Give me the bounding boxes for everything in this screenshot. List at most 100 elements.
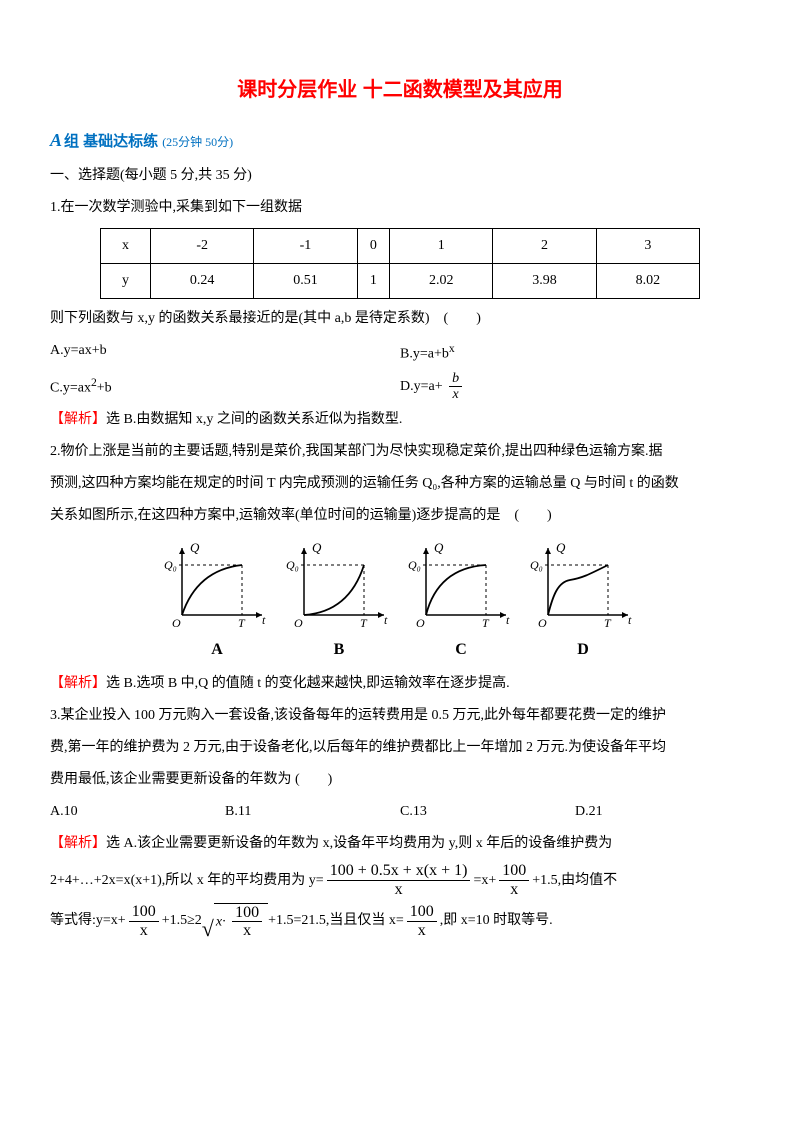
group-header: A 组 基础达标练 (25分钟 50分) [50,122,750,158]
q3-optC: C.13 [400,798,575,826]
cell: 2.02 [390,264,493,299]
section-heading: 一、选择题(每小题 5 分,共 35 分) [50,162,750,190]
svg-text:O: O [538,616,547,630]
q1-stem: 1.在一次数学测验中,采集到如下一组数据 [50,194,750,222]
cell: 0 [357,229,389,264]
text: +1.5=21.5,当且仅当 x= [268,907,404,935]
svg-text:T: T [604,616,612,630]
q3-stem-3: 费用最低,该企业需要更新设备的年数为 ( ) [50,766,750,794]
text: ,即 x=10 时取等号. [440,907,553,935]
text: x· [216,914,226,929]
svg-text:O: O [172,616,181,630]
cell: -1 [254,229,357,264]
svg-text:T: T [360,616,368,630]
frac-den: x [450,387,462,402]
chart-C: Q Q₀ O T t C [406,540,516,666]
frac3: 100 x [129,903,159,939]
frac-num: 100 + 0.5x + x(x + 1) [327,862,471,880]
svg-text:O: O [294,616,303,630]
q3-optD: D.21 [575,798,750,826]
cell: 3.98 [493,264,596,299]
svg-text:t: t [262,613,266,627]
frac-den: x [392,881,406,899]
svg-text:Q₀: Q₀ [530,558,543,572]
cell: y [101,264,151,299]
cell: x [101,229,151,264]
text: +1.5,由均值不 [532,867,617,895]
q3-line-b: 等式得:y=x+ 100 x +1.5≥2 √ x· 100 x +1.5=21… [50,903,750,940]
q2-stem-2: 预测,这四种方案均能在规定的时间 T 内完成预测的运输任务 Q₀,各种方案的运输… [50,470,750,498]
cell: -2 [151,229,254,264]
analysis-label: 【解析】 [50,412,106,427]
q1-table: x -2 -1 0 1 2 3 y 0.24 0.51 1 2.02 3.98 … [100,228,700,299]
frac-den: x [415,922,429,940]
q3-line-a: 2+4+…+2x=x(x+1),所以 x 年的平均费用为 y= 100 + 0.… [50,862,750,898]
sqrt: √ x· 100 x [202,903,268,940]
frac2: 100 x [499,862,529,898]
svg-text:Q: Q [556,540,566,555]
q3-analysis-1: 【解析】选 A.该企业需要更新设备的年数为 x,设备年平均费用为 y,则 x 年… [50,830,750,858]
group-letter: A [50,122,62,158]
analysis-text: 选 B.选项 B 中,Q 的值随 t 的变化越来越快,即运输效率在逐步提高. [106,676,510,691]
svg-text:t: t [384,613,388,627]
chart-label: C [455,634,467,666]
q2-stem-1: 2.物价上涨是当前的主要话题,特别是菜价,我国某部门为尽快实现稳定菜价,提出四种… [50,438,750,466]
q1-analysis: 【解析】选 B.由数据知 x,y 之间的函数关系近似为指数型. [50,406,750,434]
optC-suffix: +b [97,380,112,395]
q3-optB: B.11 [225,798,400,826]
chart-label: D [577,634,589,666]
analysis-text: 选 B.由数据知 x,y 之间的函数关系近似为指数型. [106,412,402,427]
group-label: 组 基础达标练 [64,127,158,157]
q3-stem-1: 3.某企业投入 100 万元购入一套设备,该设备每年的运转费用是 0.5 万元,… [50,702,750,730]
svg-text:T: T [482,616,490,630]
cell: 1 [390,229,493,264]
svg-text:Q₀: Q₀ [408,558,421,572]
frac-num: 100 [129,903,159,921]
q2-analysis: 【解析】选 B.选项 B 中,Q 的值随 t 的变化越来越快,即运输效率在逐步提… [50,670,750,698]
surd-icon: √ [202,918,214,940]
q3-optA: A.10 [50,798,225,826]
analysis-label: 【解析】 [50,676,106,691]
frac-den: x [240,922,254,940]
q1-options-row1: A.y=ax+b B.y=a+bx [50,337,750,369]
table-row: y 0.24 0.51 1 2.02 3.98 8.02 [101,264,700,299]
svg-text:Q₀: Q₀ [164,558,177,572]
frac1: 100 + 0.5x + x(x + 1) x [327,862,471,898]
page-title: 课时分层作业 十二函数模型及其应用 [50,70,750,110]
svg-text:Q: Q [434,540,444,555]
frac4: 100 x [232,904,262,940]
svg-text:Q₀: Q₀ [286,558,299,572]
analysis-text: 选 A.该企业需要更新设备的年数为 x,设备年平均费用为 y,则 x 年后的设备… [106,836,612,851]
cell: 8.02 [596,264,699,299]
analysis-label: 【解析】 [50,836,106,851]
q2-stem-3: 关系如图所示,在这四种方案中,运输效率(单位时间的运输量)逐步提高的是 ( ) [50,502,750,530]
cell: 1 [357,264,389,299]
svg-text:Q: Q [190,540,200,555]
chart-label: B [334,634,345,666]
optD-fraction: b x [449,371,462,403]
q1-optD: D.y=a+ b x [400,371,750,403]
frac-den: x [137,922,151,940]
frac-num: 100 [407,903,437,921]
optD-prefix: D.y=a+ [400,379,443,394]
table-row: x -2 -1 0 1 2 3 [101,229,700,264]
optB-sup: x [449,342,455,355]
frac-num: 100 [499,862,529,880]
text: 等式得:y=x+ [50,907,126,935]
svg-text:t: t [506,613,510,627]
chart-B: Q Q₀ O T t B [284,540,394,666]
q2-charts: Q Q₀ O T t A Q Q₀ O T t B [50,540,750,666]
q1-options-row2: C.y=ax2+b D.y=a+ b x [50,371,750,403]
q1-optC: C.y=ax2+b [50,371,400,403]
svg-text:t: t [628,613,632,627]
q1-optB: B.y=a+bx [400,337,750,369]
svg-text:Q: Q [312,540,322,555]
frac-num: 100 [232,904,262,922]
frac-den: x [507,881,521,899]
optB-prefix: B.y=a+b [400,347,449,362]
text: +1.5≥2 [162,907,202,935]
optC-prefix: C.y=ax [50,380,91,395]
q1-optA: A.y=ax+b [50,337,400,369]
cell: 0.51 [254,264,357,299]
frac-num: b [449,371,462,386]
